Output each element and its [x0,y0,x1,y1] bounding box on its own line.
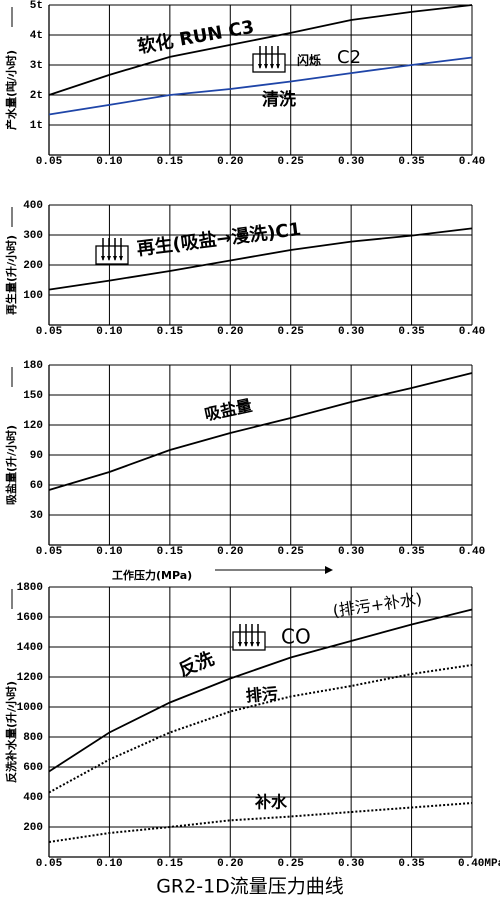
y-tick-label: 2t [30,90,43,102]
flash-icon-arrow [270,64,274,69]
x-tick-label: 0.20 [217,156,243,168]
x-tick-label: 0.15 [157,546,184,558]
x-tick-label: 0.40 [459,546,485,558]
y-tick-label: 400 [23,792,43,804]
flash-icon-arrow [101,256,105,261]
y-tick-label: 1800 [17,582,43,594]
x-tick-label: 0.35 [398,858,425,870]
x-tick-label: 0.10 [96,858,122,870]
y-tick-label: 1600 [17,612,43,624]
series-label: 清洗 [262,89,296,110]
x-tick-label: 0.10 [96,326,122,338]
y-tick-label: 1t [30,120,43,132]
x-tick-label: 0.25 [278,858,305,870]
y-axis-label: 产水量(吨/小时) [4,50,18,130]
y-tick-label: 4t [30,30,43,42]
flash-icon [95,245,129,265]
x-tick-label: 0.25 [278,326,305,338]
annotation: C2 [337,47,361,68]
y-tick-label: 1400 [17,642,43,654]
series-label: 再生(吸盐→漫洗)C1 [136,218,303,260]
data-line [48,227,473,291]
y-tick-label: 200 [23,260,43,272]
annotation: CO [281,625,311,649]
flash-icon [232,631,266,651]
x-tick-label: 0.40MPa [458,858,500,870]
y-tick-label: 800 [23,732,43,744]
series-label: 吸盐量 [203,396,254,425]
x-tick-label: 0.05 [36,546,63,558]
x-tick-label: 0.10 [96,156,122,168]
x-tick-label: 0.35 [398,546,425,558]
y-tick-label: 400 [23,200,43,212]
series-label: 反洗 [176,647,218,681]
annotation: (排污+补水) [332,589,424,620]
y-tick-label: 90 [30,450,43,462]
x-tick-label: 0.25 [278,156,305,168]
y-tick-label: 1200 [17,672,43,684]
x-axis-label: 工作压力(MPa) [112,568,192,582]
y-tick-label: 600 [23,762,43,774]
y-tick-label: 200 [23,822,43,834]
x-tick-label: 0.30 [338,858,364,870]
series-label: 补水 [254,793,288,812]
y-tick-label: 300 [23,230,43,242]
data-line [48,372,473,491]
flash-icon-arrow [258,64,262,69]
y-tick-label: 180 [23,360,43,372]
x-tick-label: 0.05 [36,156,63,168]
x-tick-label: 0.15 [157,156,184,168]
y-tick-label: 1000 [17,702,43,714]
flash-icon-arrow [250,642,254,647]
x-tick-label: 0.20 [217,858,243,870]
x-tick-label: 0.15 [157,326,184,338]
x-tick-label: 0.35 [398,326,425,338]
x-tick-label: 0.25 [278,546,305,558]
flash-icon-arrow [264,64,268,69]
x-tick-label: 0.30 [338,546,364,558]
data-line [48,608,473,773]
x-tick-label: 0.15 [157,858,184,870]
data-line [48,802,473,843]
y-axis-label: 吸盐量(升/小时) [4,425,18,505]
series-label: 排污 [245,684,279,706]
flash-icon-arrow [276,64,280,69]
data-line [48,664,473,794]
data-line [48,56,473,116]
flash-icon-arrow [119,256,123,261]
y-axis-label: 反洗补水量(升/小时) [4,681,18,783]
x-tick-label: 0.30 [338,326,364,338]
flash-icon-arrow [113,256,117,261]
y-axis-label: 再生量(升/小时) [4,235,18,315]
x-tick-label: 0.40 [459,156,485,168]
y-tick-label: 120 [23,420,43,432]
flash-icon-arrow [238,642,242,647]
x-tick-label: 0.10 [96,546,122,558]
x-tick-label: 0.20 [217,546,243,558]
flash-icon [252,53,286,73]
y-tick-label: 100 [23,290,43,302]
annotation: 闪烁 [297,53,321,68]
y-tick-label: 60 [30,480,43,492]
axis-arrowhead [325,566,333,574]
flash-icon-arrow [107,256,111,261]
data-line [48,4,473,96]
x-tick-label: 0.05 [36,326,63,338]
x-tick-label: 0.05 [36,858,63,870]
flash-icon-arrow [244,642,248,647]
x-tick-label: 0.40 [459,326,485,338]
page-title: GR2-1D流量压力曲线 [156,876,344,898]
x-tick-label: 0.30 [338,156,364,168]
y-tick-label: 3t [30,60,43,72]
y-tick-label: 5t [30,0,43,12]
x-tick-label: 0.20 [217,326,243,338]
x-tick-label: 0.35 [398,156,425,168]
flash-icon-arrow [256,642,260,647]
y-tick-label: 150 [23,390,43,402]
y-tick-label: 30 [30,510,43,522]
